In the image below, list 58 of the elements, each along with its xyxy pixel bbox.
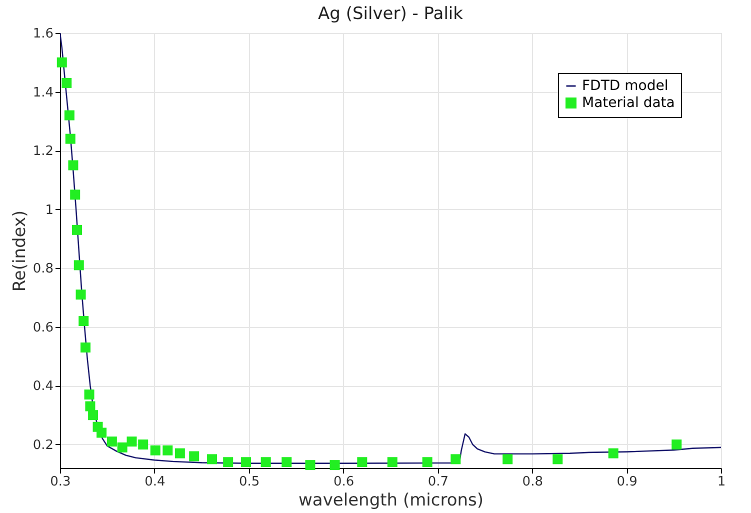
point <box>608 448 618 458</box>
y-tick-label: 1 <box>45 202 54 218</box>
point <box>64 110 74 120</box>
point <box>189 451 200 462</box>
point <box>106 436 117 447</box>
y-tick-label: 0.4 <box>32 379 54 394</box>
point <box>241 457 252 468</box>
x-tick-label: 0.3 <box>50 474 71 490</box>
point <box>162 445 173 456</box>
y-tick-label: 1.6 <box>32 26 54 42</box>
point <box>260 457 271 468</box>
point <box>65 134 76 144</box>
point <box>68 160 78 170</box>
y-tick-label: 1.4 <box>32 85 54 100</box>
legend-label: FDTD model <box>582 78 668 94</box>
y-tick-label: 0.8 <box>32 262 54 277</box>
point <box>282 457 292 468</box>
point <box>422 457 432 468</box>
y-tick-label: 1.2 <box>32 144 54 160</box>
point <box>117 442 128 452</box>
y-tick-label: 0.6 <box>32 320 54 336</box>
x-tick-label: 1 <box>717 474 726 490</box>
point <box>387 457 398 468</box>
point <box>56 57 67 68</box>
point <box>138 439 148 450</box>
y-tick-label: 0.2 <box>32 438 54 453</box>
point <box>330 460 340 470</box>
point <box>502 454 513 464</box>
point <box>80 342 90 352</box>
point <box>357 457 368 468</box>
chart-title: Ag (Silver) - Palik <box>318 4 464 24</box>
point <box>70 190 80 200</box>
point <box>672 439 682 450</box>
point <box>223 457 234 468</box>
point <box>207 454 218 464</box>
point <box>62 78 72 88</box>
x-axis-title: wavelength (microns) <box>298 490 484 510</box>
point <box>305 460 316 470</box>
x-tick-label: 0.9 <box>616 474 638 490</box>
x-tick-label: 0.6 <box>333 474 354 490</box>
x-tick-label: 0.8 <box>522 474 543 490</box>
x-tick-label: 0.5 <box>239 474 260 490</box>
x-tick-label: 0.4 <box>144 474 166 490</box>
point <box>552 454 563 464</box>
legend-label: Material data <box>582 95 675 111</box>
x-tick-label: 0.7 <box>428 474 449 490</box>
y-axis-title: Re(index) <box>10 210 30 292</box>
point <box>84 390 94 400</box>
point <box>450 454 461 464</box>
point <box>150 445 160 456</box>
point <box>72 224 82 235</box>
point <box>88 410 98 420</box>
point <box>174 448 185 458</box>
point <box>78 316 89 326</box>
point <box>76 290 86 300</box>
point <box>74 260 84 270</box>
point <box>96 428 107 438</box>
point <box>126 436 137 447</box>
